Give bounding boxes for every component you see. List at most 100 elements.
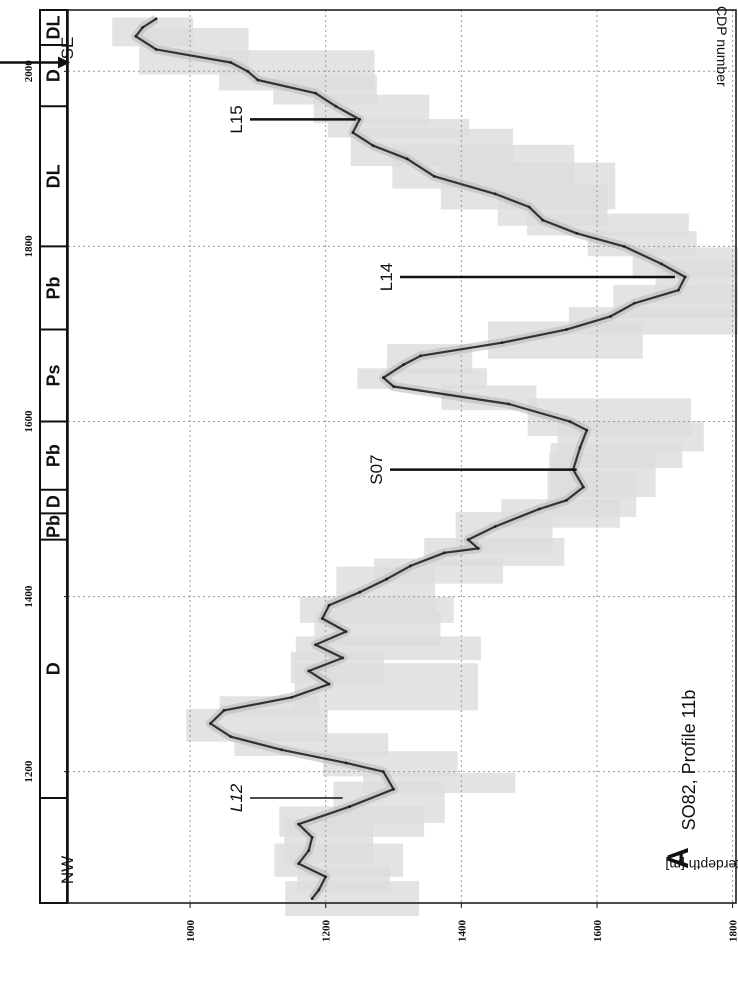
profile-point bbox=[290, 695, 294, 699]
plot-frame bbox=[67, 9, 737, 904]
profile-point bbox=[432, 174, 436, 178]
profile-point bbox=[297, 862, 300, 866]
profile-point bbox=[575, 231, 579, 235]
panel-label: A bbox=[662, 847, 695, 869]
profile-point bbox=[256, 78, 260, 82]
profile-point bbox=[141, 26, 144, 29]
profile-point bbox=[402, 363, 406, 366]
facies-label-pb: Pb bbox=[44, 515, 64, 538]
profile-point bbox=[385, 577, 389, 581]
axes: 1200 1400 1600 1800 2000 1000 1200 1400 1600 1800 bbox=[0, 9, 738, 943]
profile-point bbox=[297, 822, 300, 826]
profile-point bbox=[348, 805, 351, 809]
profile-point bbox=[327, 682, 331, 686]
profile-point bbox=[381, 770, 385, 774]
tick-label-cdp: 1600 bbox=[23, 410, 35, 433]
profile-point bbox=[409, 564, 412, 568]
orientation-se: SE bbox=[58, 37, 77, 60]
facies-label-d: D bbox=[44, 662, 64, 675]
profile-point bbox=[324, 875, 328, 879]
reflection-patch bbox=[363, 772, 516, 794]
profile-point bbox=[622, 244, 626, 248]
cdp-marker-head bbox=[58, 56, 70, 69]
profile-point bbox=[229, 61, 233, 64]
profile-point bbox=[683, 275, 687, 279]
x-axis-label: CDP number bbox=[714, 6, 730, 87]
profile-line bbox=[134, 17, 687, 900]
profile-point bbox=[229, 735, 233, 739]
tick-label-depth: 1000 bbox=[185, 920, 197, 943]
profile-point bbox=[371, 144, 375, 148]
facies-label-pb: Pb bbox=[44, 444, 64, 467]
profile-point bbox=[565, 498, 568, 502]
facies-label-d: D bbox=[44, 495, 64, 508]
profile-point bbox=[154, 17, 158, 21]
profile-point bbox=[209, 722, 212, 725]
profile-point bbox=[310, 835, 314, 839]
profile-point bbox=[307, 849, 311, 852]
annotation-l15: L15 bbox=[227, 105, 246, 133]
profile-point bbox=[310, 897, 314, 901]
profile-point bbox=[344, 761, 348, 765]
seafloor-profile bbox=[131, 15, 690, 902]
profile-point bbox=[442, 551, 446, 555]
profile-point bbox=[527, 205, 531, 209]
tick-label-cdp: 1200 bbox=[23, 760, 35, 783]
profile-point bbox=[358, 118, 362, 121]
annotation-s07: S07 bbox=[367, 455, 386, 485]
profile-point bbox=[565, 328, 568, 331]
annotation-l14: L14 bbox=[377, 263, 396, 291]
profile-point bbox=[317, 888, 321, 892]
reflection-patch bbox=[328, 118, 470, 138]
profile-point bbox=[222, 708, 226, 712]
facies-label-dl: DL bbox=[44, 16, 64, 40]
profile-point bbox=[280, 748, 284, 752]
tick-label-cdp: 1800 bbox=[23, 235, 35, 258]
facies-label-ps: Ps bbox=[44, 365, 64, 387]
facies-bar: D Pb D Pb Ps Pb DL D DL bbox=[39, 9, 68, 904]
profile-point bbox=[392, 787, 395, 791]
profile-point bbox=[493, 525, 497, 528]
tick-label-depth: 1600 bbox=[592, 920, 604, 943]
grid-lines bbox=[68, 10, 736, 903]
profile-point bbox=[334, 104, 338, 108]
profile-point bbox=[500, 341, 504, 345]
profile-point bbox=[541, 218, 545, 222]
profile-point bbox=[609, 315, 612, 318]
annotation-l12: L12 bbox=[227, 783, 246, 812]
profile-point bbox=[320, 617, 324, 620]
facies-label-dl: DL bbox=[44, 164, 64, 188]
profile-point bbox=[307, 669, 311, 673]
feature-annotations: L12 S07 L14 L15 bbox=[227, 105, 675, 812]
tick-label-depth: 1800 bbox=[728, 920, 738, 943]
profile-point bbox=[493, 192, 497, 196]
profile-point bbox=[466, 538, 470, 542]
profile-point bbox=[358, 590, 362, 594]
profile-point bbox=[154, 47, 158, 51]
profile-point bbox=[314, 91, 317, 95]
profile-point bbox=[246, 69, 250, 73]
tick-label-cdp: 2000 bbox=[23, 60, 35, 83]
profile-point bbox=[660, 262, 663, 266]
profile-point bbox=[381, 376, 385, 380]
facies-label-pb: Pb bbox=[44, 276, 64, 299]
y-axis-label: Waterdepth [m] bbox=[665, 857, 738, 873]
orientation-nw: NW bbox=[58, 856, 77, 884]
profile-point bbox=[632, 301, 636, 305]
tick-label-depth: 1400 bbox=[456, 920, 468, 943]
profile-point bbox=[585, 428, 589, 432]
facies-label-d: D bbox=[44, 69, 64, 82]
profile-point bbox=[392, 385, 395, 388]
chart-title: SO82, Profile 11b bbox=[679, 690, 699, 831]
profile-point bbox=[537, 507, 541, 511]
profile-point bbox=[419, 354, 423, 358]
profile-point bbox=[351, 131, 355, 134]
profile-point bbox=[314, 643, 317, 647]
profile-point bbox=[344, 630, 348, 633]
profile-point bbox=[341, 656, 345, 660]
profile-point bbox=[134, 34, 138, 38]
tick-label-cdp: 1400 bbox=[23, 585, 35, 608]
profile-point bbox=[327, 603, 331, 607]
tick-label-depth: 1200 bbox=[321, 920, 333, 943]
